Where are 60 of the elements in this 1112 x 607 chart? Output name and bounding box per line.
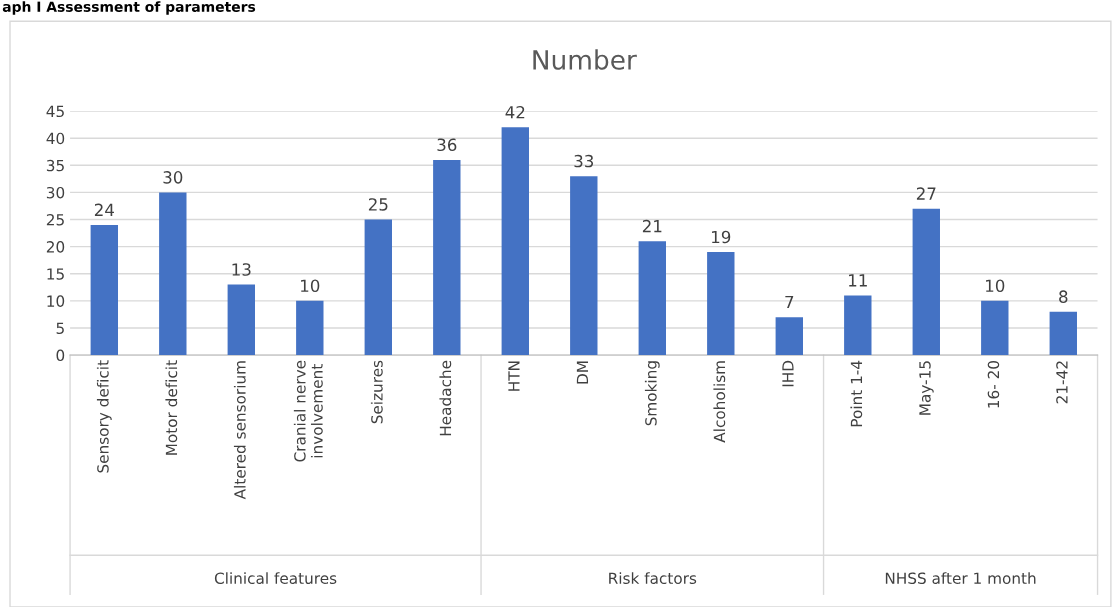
x-tick-label: HTN [508, 361, 520, 391]
bar [364, 219, 392, 356]
bar [501, 127, 529, 356]
data-label: 11 [849, 274, 867, 287]
y-tick-label: 45 [46, 105, 64, 118]
bar [1049, 311, 1077, 356]
x-tick-label: Altered sensorium [233, 361, 246, 500]
x-tick-label: Motor deficit [165, 360, 178, 455]
data-label: 8 [1059, 290, 1068, 303]
bar [707, 252, 735, 356]
x-tick-label: Smoking [644, 361, 660, 426]
data-label: 13 [232, 263, 251, 276]
y-tick-label: 35 [46, 159, 64, 172]
x-tick-label: 16- 20 [987, 360, 1000, 408]
data-label: 33 [574, 154, 594, 168]
data-label: 7 [785, 295, 794, 309]
y-tick-label: 25 [46, 214, 64, 226]
x-tick-label: Sensory deficit [96, 360, 112, 473]
x-tick-label: Point 1-4 [850, 360, 863, 427]
data-label: 42 [505, 105, 525, 119]
x-tick-label: Cranial nerve involvement [293, 360, 323, 462]
data-label: 10 [986, 279, 1005, 293]
x-tick-label: Seizures [370, 360, 383, 424]
data-label: 10 [301, 279, 320, 293]
data-label: 25 [368, 198, 388, 211]
bar [775, 317, 803, 356]
bar [912, 208, 940, 356]
x-tick-label: DM [576, 361, 589, 384]
y-tick-label: 40 [46, 132, 65, 145]
bar [296, 300, 324, 356]
text: Clinical features [214, 572, 337, 585]
data-label: 21 [642, 219, 662, 233]
y-tick-label: 10 [47, 295, 65, 307]
y-tick-label: 15 [47, 268, 64, 280]
y-tick-label: 20 [46, 241, 65, 253]
bar [90, 224, 119, 356]
bar [981, 300, 1009, 356]
text: NHSS after 1 month [885, 572, 1036, 585]
bar [159, 192, 187, 356]
bar [638, 241, 666, 356]
y-tick-label: 30 [46, 186, 65, 199]
x-tick-label: May-15 [919, 361, 934, 415]
data-label: 30 [163, 171, 183, 184]
text: Risk factors [609, 572, 697, 585]
bar [844, 295, 872, 356]
x-tick-label: Alcoholism [713, 361, 726, 443]
data-label: 19 [712, 230, 731, 244]
x-tick-label: IHD [782, 360, 794, 387]
x-tick-label: Headache [439, 360, 452, 436]
data-label: 24 [94, 203, 114, 216]
data-label: 27 [916, 187, 936, 200]
y-tick-label: 0 [56, 349, 65, 362]
bar [570, 176, 598, 356]
x-tick-label: 21-42 [1056, 361, 1068, 404]
text: aph I Assessment of parameters [2, 1, 256, 15]
y-tick-label: 5 [56, 322, 64, 334]
data-label: 36 [437, 138, 457, 152]
chart-title: Number [533, 49, 637, 70]
bar [227, 284, 255, 356]
bar [433, 159, 461, 356]
